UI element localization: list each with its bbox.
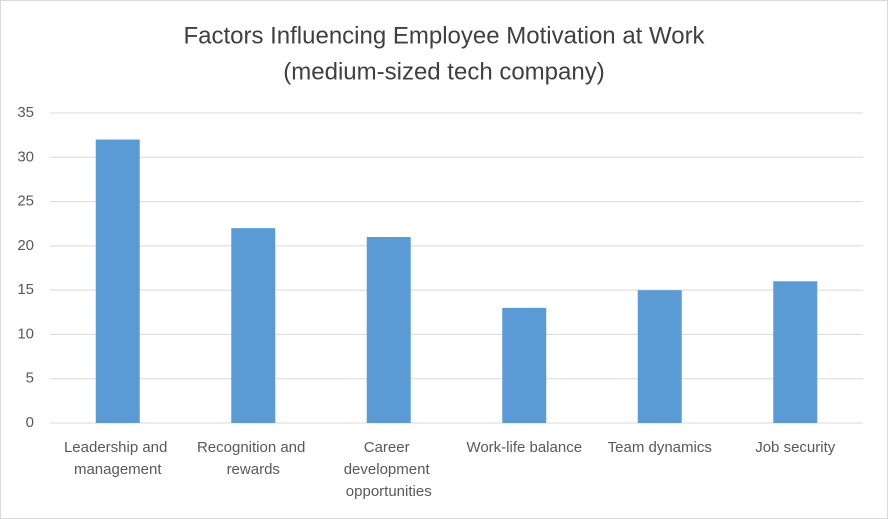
bar — [366, 237, 411, 423]
x-tick-label: Recognition and rewards — [197, 439, 310, 478]
bar — [231, 228, 276, 423]
x-tick-label: Job security — [755, 439, 836, 456]
x-tick-label: Team dynamics — [608, 439, 712, 456]
y-tick-label: 0 — [26, 414, 34, 431]
y-tick-label: 25 — [17, 193, 34, 210]
y-tick-label: 10 — [17, 325, 34, 342]
x-tick-label: Leadership and management — [64, 439, 172, 478]
x-tick-label: Career development opportunities — [344, 439, 434, 500]
bar — [773, 281, 818, 423]
y-tick-label: 20 — [17, 237, 34, 254]
chart-title: Factors Influencing Employee Motivation … — [183, 22, 705, 49]
y-tick-label: 5 — [26, 370, 34, 387]
bar — [637, 290, 682, 423]
chart-subtitle: (medium-sized tech company) — [283, 58, 604, 85]
bar — [502, 307, 547, 423]
bar — [95, 139, 140, 424]
y-tick-label: 15 — [17, 281, 34, 298]
x-tick-label: Work-life balance — [466, 439, 582, 456]
y-tick-label: 30 — [17, 148, 34, 165]
y-tick-label: 35 — [17, 104, 34, 121]
